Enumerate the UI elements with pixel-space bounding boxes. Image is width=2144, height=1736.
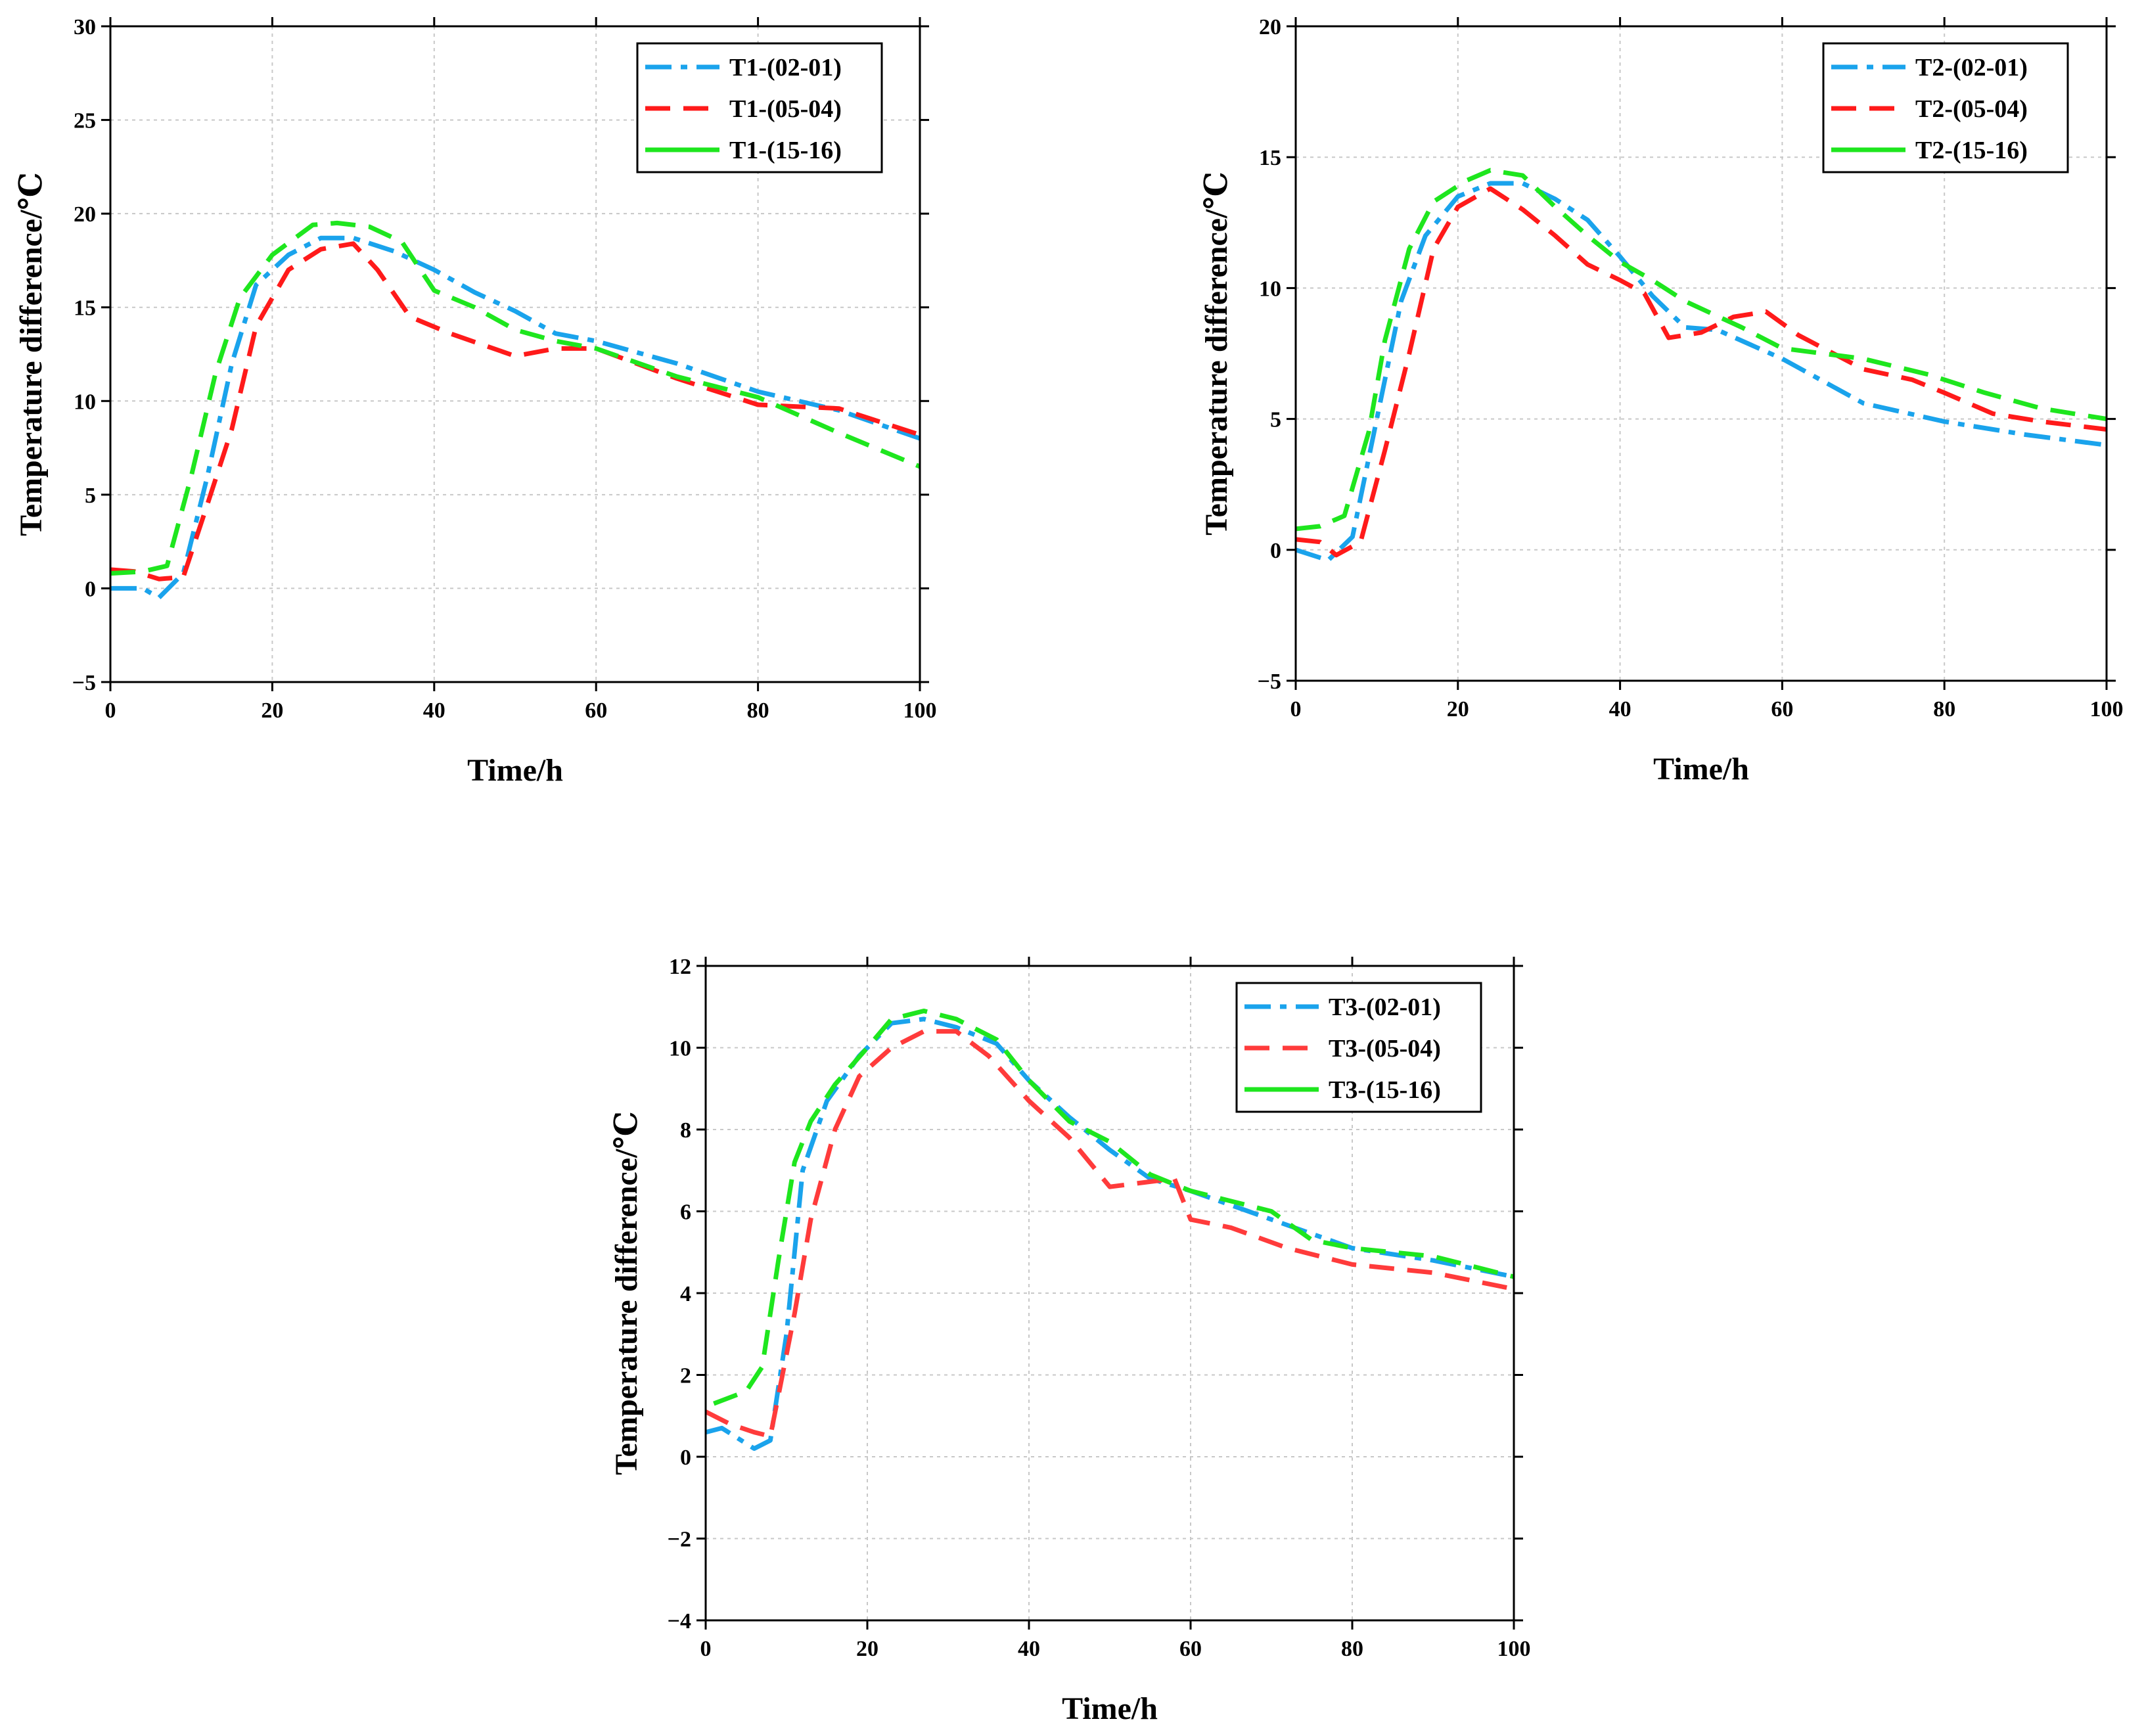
plot-frame bbox=[1294, 25, 2108, 682]
x-tick-label: 60 bbox=[1771, 697, 1793, 721]
y-tick-label: −2 bbox=[668, 1528, 691, 1552]
x-tick-label: 60 bbox=[1179, 1637, 1202, 1661]
y-tick-label: 8 bbox=[680, 1118, 691, 1143]
y-tick-label: 5 bbox=[85, 484, 96, 508]
x-tick-label: 40 bbox=[1609, 697, 1631, 721]
y-tick-label: 10 bbox=[669, 1037, 691, 1061]
series-line-2-3 bbox=[1296, 168, 2107, 532]
y-tick-label: −5 bbox=[1258, 670, 1281, 694]
legend-label-2: T2-(05-04) bbox=[1915, 95, 2028, 123]
x-tick-label: 20 bbox=[261, 698, 283, 723]
y-tick-label: 12 bbox=[669, 955, 691, 979]
chart-panel-3: 0 20 40 60 80 100 −4 −2 0 2 4 6 8 10 12 Time/h Temperatu… bbox=[609, 955, 1531, 1726]
y-axis-title: Temperature difference/℃ bbox=[14, 172, 49, 536]
legend: T3-(02-01) T3-(05-04) T3-(15-16) bbox=[1235, 982, 1482, 1113]
x-tick-label: 0 bbox=[105, 698, 116, 723]
y-tick-label: 6 bbox=[680, 1200, 691, 1225]
y-tick-label: −4 bbox=[668, 1609, 691, 1633]
x-tick-label: 0 bbox=[700, 1637, 712, 1661]
legend-label-2: T3-(05-04) bbox=[1329, 1035, 1441, 1062]
y-tick-label: 0 bbox=[85, 577, 96, 601]
plot-frame bbox=[109, 25, 921, 683]
y-tick-label: 10 bbox=[1259, 277, 1281, 301]
x-tick-label: 80 bbox=[747, 698, 769, 723]
x-tick-label: 20 bbox=[856, 1637, 878, 1661]
series-line-1-2 bbox=[110, 241, 920, 582]
y-axis-title: Temperature difference/℃ bbox=[609, 1111, 644, 1475]
x-tick-label: 0 bbox=[1290, 697, 1302, 721]
x-tick-label: 40 bbox=[423, 698, 445, 723]
y-tick-label: 4 bbox=[680, 1282, 691, 1306]
x-tick-label: 100 bbox=[2090, 697, 2124, 721]
x-tick-label: 80 bbox=[1341, 1637, 1363, 1661]
y-tick-label: 5 bbox=[1270, 408, 1281, 432]
x-tick-label: 40 bbox=[1018, 1637, 1040, 1661]
y-tick-label: 15 bbox=[1259, 146, 1281, 170]
y-tick-label: −5 bbox=[72, 671, 96, 695]
chart-panel-1: 0 20 40 60 80 100 −5 0 5 10 15 20 25 30 Time/h Temperat… bbox=[14, 15, 937, 788]
y-tick-label: 2 bbox=[680, 1364, 691, 1388]
x-axis-title: Time/h bbox=[467, 753, 563, 788]
x-tick-label: 100 bbox=[1497, 1637, 1531, 1661]
x-tick-label: 60 bbox=[585, 698, 607, 723]
legend: T2-(02-01) T2-(05-04) T2-(15-16) bbox=[1822, 42, 2069, 173]
legend-label-1: T3-(02-01) bbox=[1329, 994, 1441, 1021]
legend-label-3: T2-(15-16) bbox=[1915, 137, 2028, 164]
y-tick-label: 20 bbox=[1259, 15, 1281, 39]
y-tick-label: 10 bbox=[74, 390, 96, 414]
series-line-2-2 bbox=[1296, 186, 2107, 558]
y-tick-label: 30 bbox=[74, 15, 96, 39]
x-axis-title: Time/h bbox=[1062, 1691, 1158, 1726]
series-line-1-3 bbox=[110, 220, 920, 576]
y-tick-label: 25 bbox=[74, 109, 96, 133]
x-axis-title: Time/h bbox=[1653, 752, 1749, 787]
series-line-3-1 bbox=[706, 1016, 1514, 1451]
y-tick-label: 0 bbox=[1270, 539, 1281, 563]
legend-label-1: T2-(02-01) bbox=[1915, 54, 2028, 81]
legend-label-3: T1-(15-16) bbox=[729, 137, 842, 164]
series-line-3-3 bbox=[713, 1009, 1514, 1406]
series-line-3-2 bbox=[706, 1029, 1514, 1439]
legend-label-3: T3-(15-16) bbox=[1329, 1076, 1441, 1104]
y-axis-title: Temperature difference/℃ bbox=[1199, 171, 1234, 536]
y-tick-label: 0 bbox=[680, 1446, 691, 1470]
legend: T1-(02-01) T1-(05-04) T1-(15-16) bbox=[636, 42, 883, 173]
y-tick-label: 15 bbox=[74, 296, 96, 321]
x-tick-label: 100 bbox=[903, 698, 937, 723]
x-tick-label: 20 bbox=[1447, 697, 1469, 721]
legend-label-2: T1-(05-04) bbox=[729, 95, 842, 123]
series-line-1-1 bbox=[110, 235, 920, 601]
y-tick-label: 20 bbox=[74, 202, 96, 227]
series-line-2-1 bbox=[1296, 181, 2107, 563]
x-tick-label: 80 bbox=[1933, 697, 1955, 721]
chart-panel-2: 0 20 40 60 80 100 −5 0 5 10 15 20 Time/h Temperature … bbox=[1199, 15, 2124, 787]
legend-label-1: T1-(02-01) bbox=[729, 54, 842, 81]
